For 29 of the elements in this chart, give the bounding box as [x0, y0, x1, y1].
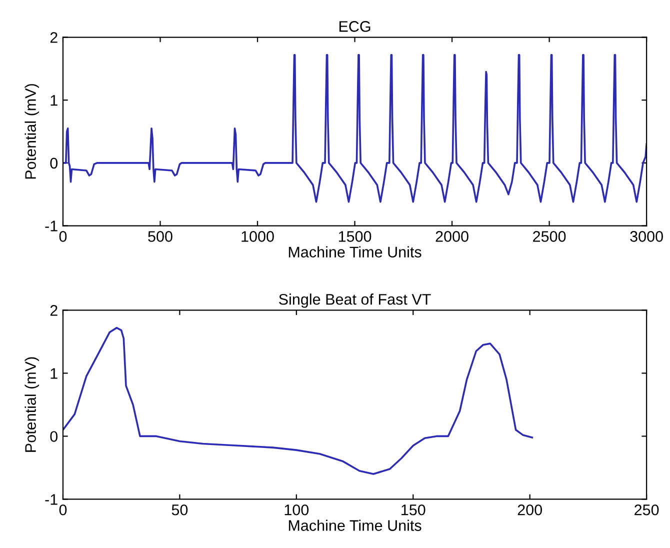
x-tick-label: 1000: [242, 231, 274, 242]
x-tick-label: 2000: [436, 231, 468, 242]
line-series: [62, 326, 534, 475]
line-series: [62, 54, 647, 203]
y-axis-title: Potential (mV): [24, 84, 39, 179]
y-axis-title: Potential (mV): [24, 357, 39, 452]
y-tick-label: 1: [50, 368, 58, 379]
chart-title: ECG: [339, 21, 370, 32]
y-tick-label: -1: [45, 494, 58, 505]
x-tick-label: 250: [634, 504, 659, 516]
x-tick-label: 0: [59, 504, 67, 516]
x-tick-label: 100: [284, 504, 309, 516]
x-axis-title: Machine Time Units: [288, 246, 422, 258]
x-tick-label: 200: [518, 504, 542, 516]
x-tick-label: 0: [59, 231, 67, 242]
x-tick-label: 50: [172, 504, 188, 516]
x-tick-label: 3000: [630, 231, 663, 242]
y-tick-label: 2: [50, 32, 58, 43]
x-tick-label: 150: [402, 504, 426, 516]
y-tick-label: 0: [50, 158, 58, 169]
y-tick-label: 2: [50, 305, 58, 316]
chart-title: Single Beat of Fast VT: [279, 294, 431, 308]
x-tick-label: 1500: [338, 231, 372, 242]
x-tick-label: 2500: [533, 231, 566, 242]
y-tick-label: 1: [50, 95, 58, 106]
y-tick-label: -1: [45, 220, 58, 232]
x-axis-title: Machine Time Units: [288, 520, 422, 531]
x-tick-label: 500: [148, 231, 172, 242]
y-tick-label: 0: [50, 431, 58, 442]
